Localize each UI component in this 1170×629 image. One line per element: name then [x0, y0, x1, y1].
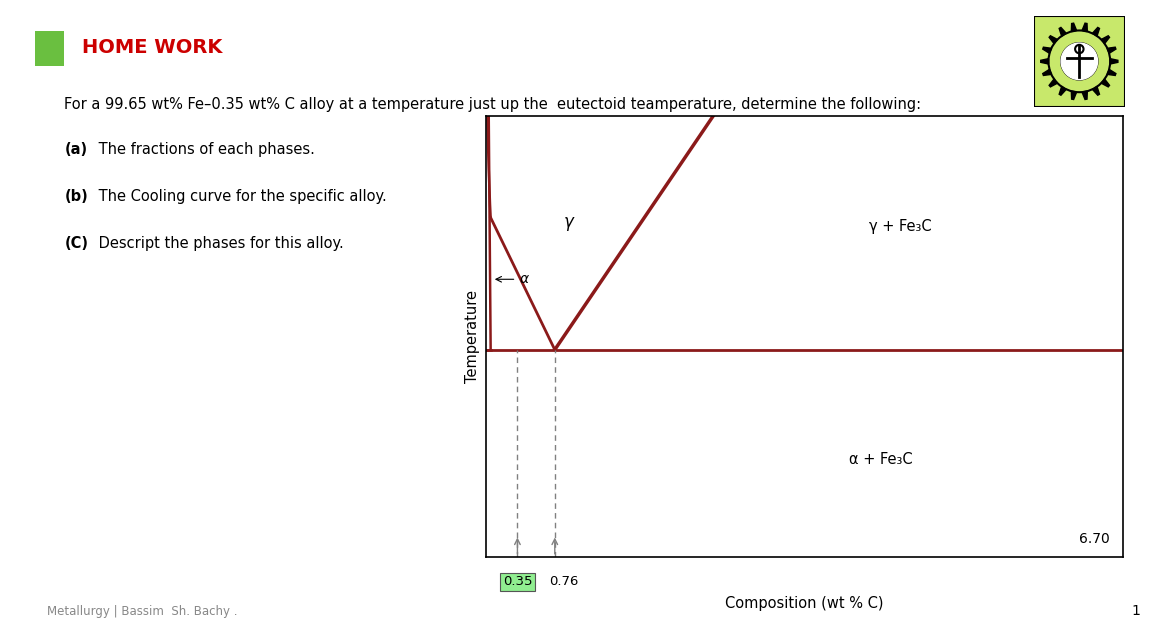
Text: The Cooling curve for the specific alloy.: The Cooling curve for the specific alloy…	[94, 189, 386, 204]
Text: (C): (C)	[64, 236, 89, 251]
Polygon shape	[1042, 47, 1052, 53]
Polygon shape	[1101, 79, 1109, 87]
Text: Descript the phases for this alloy.: Descript the phases for this alloy.	[94, 236, 343, 251]
Polygon shape	[1107, 69, 1116, 75]
Text: γ: γ	[564, 213, 573, 231]
Text: For a 99.65 wt% Fe–0.35 wt% C alloy at a temperature just up the  eutectoid team: For a 99.65 wt% Fe–0.35 wt% C alloy at a…	[64, 97, 922, 113]
Y-axis label: Temperature: Temperature	[464, 290, 480, 383]
Polygon shape	[1107, 47, 1116, 53]
Text: α: α	[496, 272, 529, 286]
Polygon shape	[1041, 58, 1048, 64]
Polygon shape	[1101, 36, 1109, 43]
Polygon shape	[1042, 69, 1052, 75]
Text: HOME WORK: HOME WORK	[82, 38, 222, 57]
X-axis label: Composition (wt % C): Composition (wt % C)	[725, 596, 883, 611]
Polygon shape	[1082, 23, 1087, 31]
Polygon shape	[1072, 23, 1076, 31]
Text: γ + Fe₃C: γ + Fe₃C	[868, 219, 931, 234]
Text: 6.70: 6.70	[1079, 532, 1110, 546]
Text: 0.76: 0.76	[550, 576, 579, 588]
Polygon shape	[1049, 79, 1058, 87]
Text: 0.35: 0.35	[503, 576, 532, 588]
Polygon shape	[1072, 91, 1076, 99]
Polygon shape	[1049, 36, 1058, 43]
Text: The fractions of each phases.: The fractions of each phases.	[94, 142, 315, 157]
Circle shape	[1061, 43, 1097, 80]
Polygon shape	[1082, 91, 1087, 99]
Text: α + Fe₃C: α + Fe₃C	[849, 452, 913, 467]
Polygon shape	[1110, 58, 1117, 64]
Text: (a): (a)	[64, 142, 88, 157]
Text: (b): (b)	[64, 189, 88, 204]
Polygon shape	[1059, 87, 1066, 95]
Polygon shape	[1059, 28, 1066, 36]
Polygon shape	[1093, 28, 1100, 36]
Text: 1: 1	[1131, 604, 1141, 618]
Polygon shape	[1093, 87, 1100, 95]
Text: Metallurgy | Bassim  Sh. Bachy .: Metallurgy | Bassim Sh. Bachy .	[47, 604, 238, 618]
